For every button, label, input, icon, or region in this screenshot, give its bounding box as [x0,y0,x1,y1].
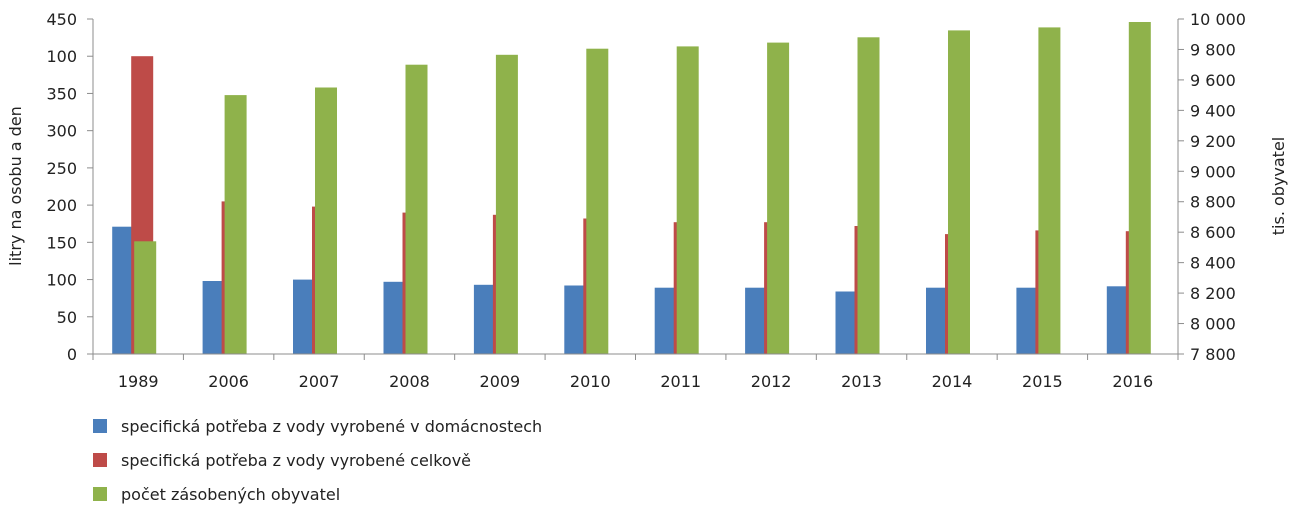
legend-swatch [93,487,107,501]
y-right-tick-label: 8 600 [1190,223,1236,242]
bar-obyvatel-2010 [586,48,609,354]
y-right-tick-label: 9 000 [1190,162,1236,181]
legend: specifická potřeba z vody vyrobené v dom… [93,417,542,504]
bar-domacnosti-2008 [383,281,406,354]
legend-label: specifická potřeba z vody vyrobené v dom… [121,417,542,436]
y-right-tick-label: 9 400 [1190,101,1236,120]
y-right-tick-label: 8 000 [1190,315,1236,334]
bar-domacnosti-2013 [835,291,858,354]
bar-domacnosti-2009 [473,284,496,354]
bar-obyvatel-2011 [676,46,699,355]
x-tick-label: 2015 [1022,372,1063,391]
bar-obyvatel-2008 [405,64,428,354]
bar-domacnosti-2006 [202,281,225,354]
bar-domacnosti-2007 [293,279,315,354]
y-right-tick-label: 8 400 [1190,254,1236,273]
bar-obyvatel-1989 [134,241,157,354]
x-tick-label: 2013 [841,372,882,391]
bar-domacnosti-2016 [1106,286,1129,354]
y-right-tick-label: 7 800 [1190,345,1236,364]
x-tick-label: 2009 [480,372,521,391]
x-tick-label: 2011 [660,372,701,391]
y-left-tick-label: 450 [46,10,77,29]
bar-obyvatel-2014 [948,30,970,355]
bar-obyvatel-2006 [224,95,247,354]
legend-swatch [93,419,107,433]
bar-obyvatel-2012 [767,42,790,354]
x-tick-label: 2014 [932,372,973,391]
y-right-tick-label: 8 800 [1190,193,1236,212]
legend-label: počet zásobených obyvatel [121,485,340,504]
y-axis-left-title: litry na osobu a den [6,106,25,266]
y-right-tick-label: 9 200 [1190,132,1236,151]
y-axis-right-title: tis. obyvatel [1269,137,1288,235]
y-left-tick-label: 0 [67,345,77,364]
y-left-tick-label: 50 [57,308,77,327]
bar-domacnosti-2012 [745,287,768,354]
y-left-tick-label: 300 [46,122,77,141]
y-right-tick-label: 9 600 [1190,71,1236,90]
y-right-tick-label: 10 000 [1190,10,1246,29]
y-right-tick-label: 9 800 [1190,40,1236,59]
y-left-tick-label: 250 [46,159,77,178]
x-tick-label: 2016 [1112,372,1153,391]
x-tick-label: 2006 [208,372,249,391]
x-tick-label: 2008 [389,372,430,391]
y-left-tick-label: 350 [46,84,77,103]
y-left-tick-label: 150 [46,233,77,252]
x-tick-label: 2012 [751,372,792,391]
x-tick-label: 1989 [118,372,159,391]
y-left-tick-label: 200 [46,196,77,215]
y-left-tick-label: 100 [46,47,77,66]
x-tick-label: 2007 [299,372,340,391]
y-right-tick-label: 8 200 [1190,284,1236,303]
bar-domacnosti-2015 [1016,287,1039,354]
x-tick-label: 2010 [570,372,611,391]
ticks-layer: 0 50 100 150 200 250 300 350 100 450 7 800 8 000 8 2… [46,10,1246,391]
bar-obyvatel-2013 [857,37,880,355]
bar-domacnosti-2011 [654,287,677,354]
axes-layer [87,18,1184,360]
bar-obyvatel-2007 [315,87,337,354]
bars-layer [112,22,1151,355]
y-left-tick-label: 100 [46,271,77,290]
bar-obyvatel-2016 [1128,22,1151,354]
bar-domacnosti-2014 [926,287,948,354]
bar-obyvatel-2009 [495,54,518,355]
bar-obyvatel-2015 [1038,27,1061,355]
legend-swatch [93,453,107,467]
legend-label: specifická potřeba z vody vyrobené celko… [121,451,471,470]
bar-domacnosti-2010 [564,285,587,354]
bar-domacnosti-1989 [112,226,135,354]
